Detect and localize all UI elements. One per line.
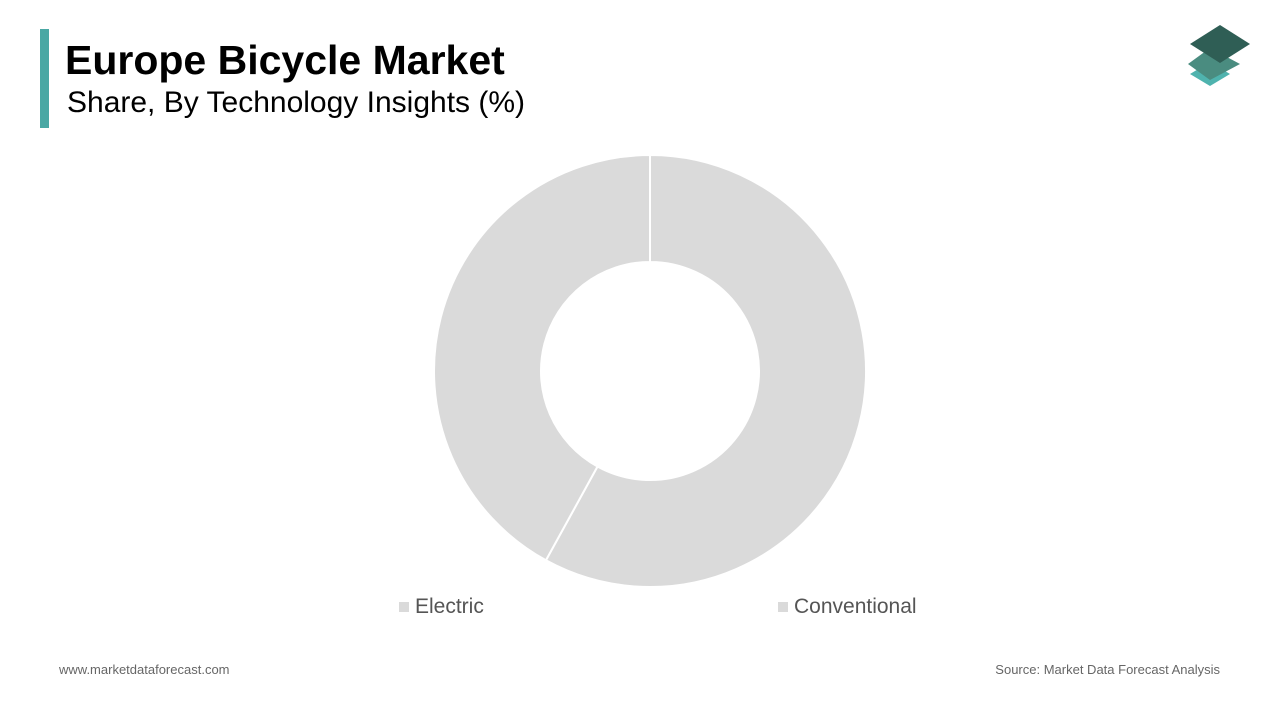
legend-swatch-conventional	[778, 602, 788, 612]
page-subtitle: Share, By Technology Insights (%)	[67, 86, 526, 119]
legend-item-conventional: Conventional	[778, 594, 917, 620]
legend-swatch-electric	[399, 602, 409, 612]
legend-label-conventional: Conventional	[794, 595, 917, 618]
logo-layer-middle	[1188, 48, 1240, 80]
logo-layer-top	[1190, 25, 1250, 63]
footer-website: www.marketdataforecast.com	[59, 662, 230, 677]
title-accent-bar	[40, 29, 49, 128]
legend-label-electric: Electric	[415, 595, 484, 618]
footer-source: Source: Market Data Forecast Analysis	[995, 662, 1220, 677]
legend-item-electric: Electric	[399, 594, 484, 620]
slice-conventional	[544, 153, 867, 588]
stacked-layers-icon	[1188, 25, 1250, 86]
slice-electric	[433, 153, 651, 562]
donut-slices	[433, 153, 867, 588]
page-title: Europe Bicycle Market	[65, 37, 505, 83]
